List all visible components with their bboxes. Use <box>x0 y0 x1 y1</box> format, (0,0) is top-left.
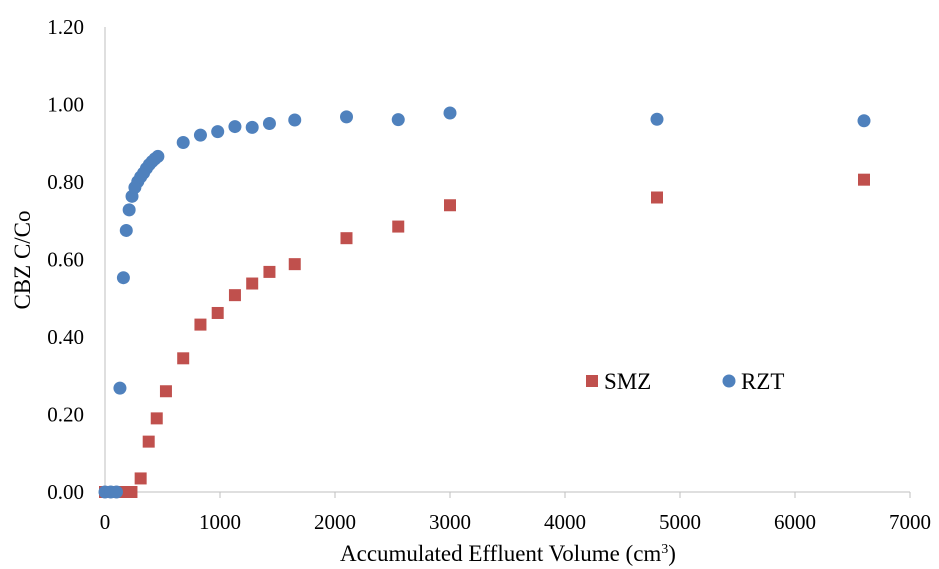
smz-data-point <box>263 265 276 278</box>
smz-data-point <box>142 435 155 448</box>
smz-data-point <box>651 191 663 204</box>
smz-data-point <box>246 277 259 290</box>
x-tick-label: 3000 <box>429 510 471 534</box>
smz-data-point <box>444 199 456 212</box>
smz-data-point <box>392 220 405 233</box>
y-tick-label: 0.00 <box>47 480 84 504</box>
x-axis-ticks <box>104 492 911 498</box>
y-tick-label: 1.20 <box>47 15 84 39</box>
rzt-data-point <box>857 114 871 128</box>
smz-data-point <box>134 472 147 485</box>
y-axis-title: CBZ C/Co <box>10 210 35 309</box>
x-tick-label: 4000 <box>544 510 586 534</box>
rzt-data-point <box>650 112 664 126</box>
smz-data-point <box>150 412 163 425</box>
rzt-data-point <box>262 116 276 130</box>
rzt-data-point <box>122 203 136 217</box>
x-tick-label: 6000 <box>774 510 816 534</box>
rzt-data-point <box>110 485 123 499</box>
rzt-data-point <box>245 120 259 134</box>
smz-data-point <box>194 318 207 331</box>
x-tick-labels: 0 1000 2000 3000 4000 5000 6000 7000 <box>100 510 931 534</box>
rzt-data-point <box>211 125 225 139</box>
x-axis-title: Accumulated Effluent Volume (cm3) <box>340 541 676 566</box>
x-tick-label: 1000 <box>199 510 241 534</box>
smz-data-point <box>125 486 138 498</box>
rzt-data-point <box>151 149 165 163</box>
y-tick-label: 0.40 <box>47 325 84 349</box>
smz-data-point <box>177 352 190 365</box>
rzt-data-point <box>288 113 302 127</box>
legend-marker-smz <box>586 375 598 387</box>
legend-label-smz: SMZ <box>604 369 651 394</box>
x-tick-label: 5000 <box>659 510 701 534</box>
y-tick-labels: 0.00 0.20 0.40 0.60 0.80 1.00 1.20 <box>47 15 84 504</box>
y-tick-label: 0.20 <box>47 403 84 427</box>
legend-marker-rzt <box>722 374 736 388</box>
rzt-data-point <box>113 381 127 395</box>
x-tick-label: 7000 <box>889 510 931 534</box>
x-tick-label: 0 <box>100 510 111 534</box>
rzt-data-point <box>228 120 242 134</box>
rzt-data-point <box>193 128 207 142</box>
rzt-data-point <box>340 110 353 124</box>
legend: SMZ RZT <box>586 369 784 394</box>
x-tick-label: 2000 <box>314 510 356 534</box>
smz-data-point <box>340 232 353 245</box>
smz-data-point <box>159 385 172 398</box>
y-tick-label: 1.00 <box>47 93 84 117</box>
y-tick-label: 0.60 <box>47 248 84 272</box>
rzt-data-point <box>119 223 133 237</box>
series-smz-points <box>99 173 870 498</box>
rzt-data-point <box>443 106 457 120</box>
legend-label-rzt: RZT <box>741 369 784 394</box>
smz-data-point <box>288 258 301 271</box>
smz-data-point <box>228 289 241 302</box>
rzt-data-point <box>391 113 405 127</box>
rzt-data-point <box>116 271 130 285</box>
smz-data-point <box>858 173 870 186</box>
rzt-data-point <box>176 135 190 149</box>
y-tick-label: 0.80 <box>47 170 84 194</box>
series-rzt-points <box>98 106 871 499</box>
smz-data-point <box>211 306 224 319</box>
